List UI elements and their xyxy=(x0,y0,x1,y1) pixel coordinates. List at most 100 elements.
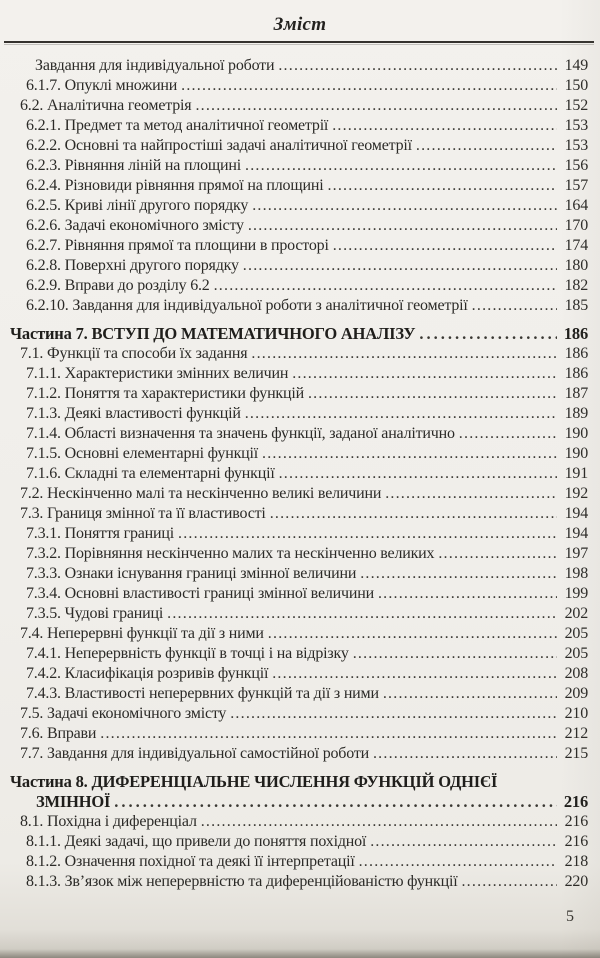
toc-entry: 7.3.4. Основні властивості границі змінн… xyxy=(8,584,588,604)
toc-entry: 7.1.6. Складні та елементарні функції 19… xyxy=(8,464,588,484)
toc-entry-page: 197 xyxy=(564,545,589,562)
dot-leader xyxy=(373,744,557,764)
dot-leader xyxy=(333,236,557,256)
toc-entry: Частина 7. ВСТУП ДО МАТЕМАТИЧНОГО АНАЛІЗ… xyxy=(8,324,588,344)
toc-entry: 7.1. Функції та способи їх задання 186 xyxy=(8,344,588,364)
dot-leader xyxy=(251,344,557,364)
toc-entry: 6.2.4. Різновиди рівняння прямої на площ… xyxy=(8,176,588,196)
toc-entry: 7.3.3. Ознаки існування границі змінної … xyxy=(8,564,588,584)
toc-entry-title: 7.4.2. Класифікація розривів функції xyxy=(26,665,269,682)
dot-leader xyxy=(416,136,557,156)
toc-entry: 6.2.1. Предмет та метод аналітичної геом… xyxy=(8,116,588,136)
dot-leader xyxy=(459,424,557,444)
dot-leader xyxy=(167,604,557,624)
toc-entry: 7.3.5. Чудові границі 202 xyxy=(8,604,588,624)
toc-entry-page: 215 xyxy=(564,745,589,762)
toc-entry-title: 8.1.2. Означення похідної та деякі її ін… xyxy=(26,853,355,870)
toc-entry-page: 190 xyxy=(564,445,589,462)
dot-leader xyxy=(245,404,557,424)
toc-entry-page: 191 xyxy=(564,465,589,482)
toc-entry-title: 7.3.1. Поняття границі xyxy=(26,525,175,542)
toc-entry-page: 216 xyxy=(564,833,589,850)
toc-entry-page: 150 xyxy=(564,77,589,94)
toc-entry-title: 6.2.6. Задачі економічного змісту xyxy=(26,217,244,234)
toc-entry-page: 192 xyxy=(564,485,589,502)
toc-entry-page: 209 xyxy=(564,685,589,702)
toc-entry-title: 7.3.4. Основні властивості границі змінн… xyxy=(26,585,374,602)
toc-entry: 6.2.7. Рівняння прямої та площини в прос… xyxy=(8,236,588,256)
dot-leader xyxy=(472,296,557,316)
toc-entry: 8.1.2. Означення похідної та деякі її ін… xyxy=(8,852,588,872)
toc-entry-title: 7.2. Нескінченно малі та нескінченно вел… xyxy=(20,485,382,502)
toc-entry-title: 6.2.10. Завдання для індивідуальної робо… xyxy=(26,297,468,314)
toc-entry-page: 174 xyxy=(564,237,589,254)
toc-entry: 6.1.7. Опуклі множини 150 xyxy=(8,76,588,96)
toc-entry-title: 7.1.6. Складні та елементарні функції xyxy=(26,465,275,482)
dot-leader xyxy=(245,156,557,176)
toc-entry-page: 189 xyxy=(564,405,589,422)
toc-entry: 8.1.1. Деякі задачі, що привели до понят… xyxy=(8,832,588,852)
dot-leader xyxy=(292,364,557,384)
toc-entry-title: 6.2.8. Поверхні другого порядку xyxy=(26,257,239,274)
toc-entry: 6.2.10. Завдання для індивідуальної робо… xyxy=(8,296,588,316)
toc-entry-page: 218 xyxy=(564,853,589,870)
dot-leader xyxy=(230,704,557,724)
toc-entry: 7.4. Неперервні функції та дії з ними 20… xyxy=(8,624,588,644)
toc-entry-page: 186 xyxy=(563,324,588,343)
toc-entry: 7.1.5. Основні елементарні функції 190 xyxy=(8,444,588,464)
page-number: 5 xyxy=(566,908,574,925)
toc-entry-title: 7.1.1. Характеристики змінних величин xyxy=(26,365,289,382)
dot-leader xyxy=(383,684,557,704)
toc-entry-page: 212 xyxy=(564,725,589,742)
dot-leader xyxy=(252,196,557,216)
toc-entry-title: 7.3. Границя змінної та її властивості xyxy=(20,505,266,522)
dot-leader xyxy=(270,504,557,524)
toc-entry: 7.4.3. Властивості неперервних функцій т… xyxy=(8,684,588,704)
toc-entry: 7.3.1. Поняття границі 194 xyxy=(8,524,588,544)
dot-leader xyxy=(178,524,557,544)
dot-leader xyxy=(461,872,557,892)
header-divider xyxy=(4,41,594,45)
toc-entry-title: 7.3.3. Ознаки існування границі змінної … xyxy=(26,565,357,582)
toc-entry: 7.7. Завдання для індивідуальної самості… xyxy=(8,744,588,764)
toc-entry-page: 153 xyxy=(564,137,589,154)
toc-entry-page: 180 xyxy=(564,257,589,274)
toc-entry: 7.4.2. Класифікація розривів функції 208 xyxy=(8,664,588,684)
dot-leader xyxy=(214,276,557,296)
toc-entry-title: 6.2.9. Вправи до розділу 6.2 xyxy=(26,277,210,294)
toc-entry-page: 170 xyxy=(564,217,589,234)
dot-leader xyxy=(181,76,557,96)
toc-entry-page: 190 xyxy=(564,425,589,442)
toc-entry-page: 210 xyxy=(564,705,589,722)
toc-entry-title: 7.1.2. Поняття та характеристики функцій xyxy=(26,385,304,402)
toc-entry-title: 6.2. Аналітична геометрія xyxy=(20,97,192,114)
dot-leader xyxy=(114,792,557,812)
toc-entry-title: 6.2.7. Рівняння прямої та площини в прос… xyxy=(26,237,329,254)
toc-entry-page: 149 xyxy=(564,57,589,74)
toc-entry-page: 205 xyxy=(564,645,589,662)
toc-entry: 6.2.5. Криві лінії другого порядку 164 xyxy=(8,196,588,216)
toc-entry-page: 152 xyxy=(564,97,589,114)
toc-entry: 7.4.1. Неперервність функції в точці і н… xyxy=(8,644,588,664)
toc-entry-title: ЗМІННОЇ xyxy=(36,792,111,811)
dot-leader xyxy=(419,324,557,344)
dot-leader xyxy=(370,832,557,852)
toc-entry-title: Частина 7. ВСТУП ДО МАТЕМАТИЧНОГО АНАЛІЗ… xyxy=(10,324,416,343)
toc-entry-title: 8.1.1. Деякі задачі, що привели до понят… xyxy=(26,833,367,850)
toc-entry-title: 6.2.1. Предмет та метод аналітичної геом… xyxy=(26,117,329,134)
toc-entry-title: 6.1.7. Опуклі множини xyxy=(26,77,178,94)
toc-entry: 7.1.4. Області визначення та значень фун… xyxy=(8,424,588,444)
toc-entry: 6.2.8. Поверхні другого порядку 180 xyxy=(8,256,588,276)
toc-entry-title: 7.7. Завдання для індивідуальної самості… xyxy=(20,745,369,762)
dot-leader xyxy=(100,724,557,744)
toc-entry-page: 185 xyxy=(564,297,589,314)
toc-entry: 7.3.2. Порівняння нескінченно малих та н… xyxy=(8,544,588,564)
toc-entry-title: 8.1. Похідна і диференціал xyxy=(20,813,197,830)
toc-entry-page: 186 xyxy=(564,345,589,362)
toc-entry-page: 182 xyxy=(564,277,589,294)
toc-entry: Частина 8. ДИФЕРЕНЦІАЛЬНЕ ЧИСЛЕННЯ ФУНКЦ… xyxy=(8,772,588,792)
toc-entry: 6.2.6. Задачі економічного змісту 170 xyxy=(8,216,588,236)
toc-entry-title: 7.3.2. Порівняння нескінченно малих та н… xyxy=(26,545,435,562)
dot-leader xyxy=(353,644,557,664)
